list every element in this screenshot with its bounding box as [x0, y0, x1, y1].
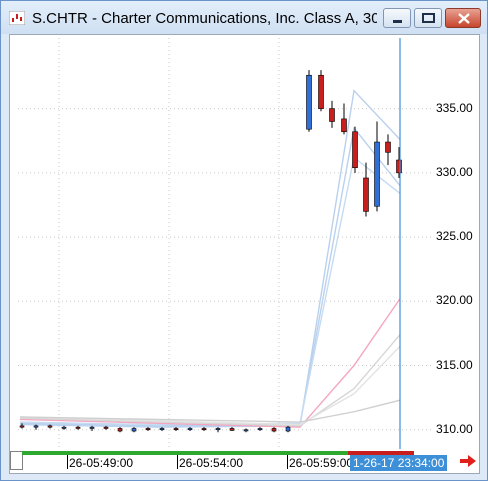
chart-client-area [9, 34, 480, 474]
right-arrow-icon[interactable] [459, 454, 477, 468]
candlestick [243, 429, 249, 432]
price-tick-label: 310.00 [436, 421, 473, 436]
candlestick [352, 131, 358, 169]
candlestick [271, 428, 277, 432]
moving-average-line [19, 298, 401, 428]
title-bar[interactable]: S.CHTR - Charter Communications, Inc. Cl… [1, 1, 487, 34]
time-tick-label: 26-05:59:00 [289, 456, 354, 470]
close-button[interactable] [445, 8, 481, 28]
candlestick [103, 426, 109, 429]
candlestick [341, 118, 347, 133]
close-icon [458, 13, 470, 24]
time-tick [287, 455, 288, 469]
minimize-button[interactable] [383, 8, 411, 28]
candlestick [329, 108, 335, 122]
candlestick [374, 141, 380, 207]
price-axis: 335.00 330.00 325.00 320.00 315.00 310.0… [432, 38, 478, 449]
price-tick-label: 320.00 [436, 293, 473, 308]
candlestick [201, 428, 207, 431]
time-tick [67, 455, 68, 469]
moving-average-line [19, 334, 401, 427]
candlestick [187, 428, 193, 431]
candlestick [306, 74, 312, 130]
price-tick-label: 330.00 [436, 164, 473, 179]
time-axis: 26-05:49:00 26-05:54:00 26-05:59:00 1-26… [8, 449, 479, 473]
candlestick [173, 428, 179, 431]
candlestick [145, 428, 151, 431]
scroll-track[interactable] [22, 451, 414, 455]
candlestick [75, 426, 81, 429]
candlestick [363, 177, 369, 212]
candlestick [385, 141, 391, 153]
moving-average-line [19, 89, 401, 428]
moving-average-line [19, 345, 401, 426]
time-tick-label: 26-05:49:00 [69, 456, 134, 470]
candlestick [318, 74, 324, 109]
candlestick [215, 428, 221, 431]
maximize-icon [422, 13, 435, 23]
minimize-icon [393, 20, 402, 23]
candlestick [229, 428, 235, 431]
candlestick [117, 428, 123, 432]
moving-average-line [19, 399, 401, 423]
window-title: S.CHTR - Charter Communications, Inc. Cl… [32, 10, 377, 27]
time-tick-label: 26-05:54:00 [179, 456, 244, 470]
price-tick-label: 315.00 [436, 357, 473, 372]
moving-average-line [19, 156, 401, 426]
scroll-start-box[interactable] [10, 451, 23, 470]
cursor-time-label: 1-26-17 23:34:00 [350, 455, 448, 471]
price-tick-label: 335.00 [436, 100, 473, 115]
candlestick [257, 428, 263, 431]
candlestick [19, 425, 25, 428]
scroll-track-end[interactable] [348, 451, 414, 455]
time-tick [177, 455, 178, 469]
chart-app-icon [9, 11, 25, 25]
candlestick [396, 159, 402, 174]
candlestick [33, 425, 39, 428]
candlestick [285, 426, 291, 432]
candlestick [47, 425, 53, 428]
candlestick [159, 428, 165, 431]
candlestick [61, 426, 67, 429]
price-chart-plot[interactable] [18, 38, 432, 449]
price-tick-label: 325.00 [436, 229, 473, 244]
maximize-button[interactable] [414, 8, 442, 28]
candlestick [89, 426, 95, 429]
candlestick [131, 428, 137, 432]
